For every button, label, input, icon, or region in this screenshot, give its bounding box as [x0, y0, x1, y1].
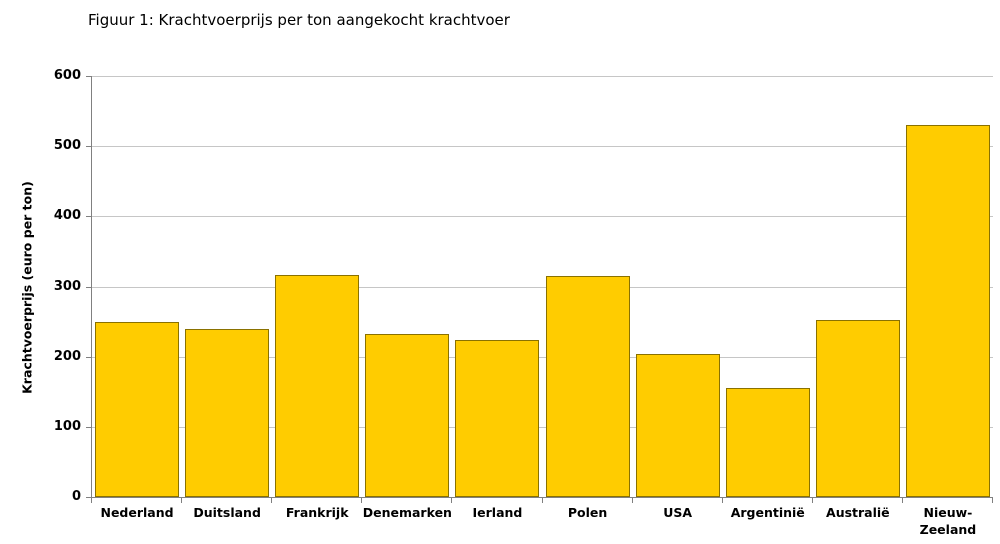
x-tick-label-usa: USA — [663, 505, 693, 520]
gridline-100 — [92, 426, 993, 428]
x-tick-4 — [451, 498, 453, 503]
y-tick-label-200: 200 — [53, 348, 81, 364]
y-tick-label-500: 500 — [53, 138, 81, 154]
x-tick-5 — [541, 498, 543, 503]
x-tick-label-frankrijk: Frankrijk — [285, 505, 349, 520]
bar-argentini- — [725, 388, 810, 497]
gridline-400 — [92, 216, 993, 218]
x-axis-line — [91, 497, 993, 498]
y-axis-line — [91, 76, 92, 497]
gridline-300 — [92, 286, 993, 288]
gridline-500 — [92, 146, 993, 148]
gridline-600 — [92, 76, 993, 77]
y-tick-200 — [86, 356, 91, 358]
x-tick-3 — [361, 498, 363, 503]
x-tick-label-australi-: Australië — [826, 505, 890, 520]
y-tick-300 — [86, 286, 91, 288]
x-tick-1 — [181, 498, 183, 503]
x-tick-label-polen: Polen — [567, 505, 608, 520]
y-tick-label-300: 300 — [53, 278, 81, 294]
x-tick-label-duitsland: Duitsland — [193, 505, 261, 520]
x-tick-0 — [91, 498, 92, 503]
y-tick-0 — [86, 497, 91, 498]
x-tick-9 — [901, 498, 903, 503]
x-tick-7 — [721, 498, 723, 503]
x-tick-2 — [271, 498, 273, 503]
bar-australi- — [815, 320, 900, 497]
bar-denemarken — [365, 333, 450, 497]
bar-frankrijk — [275, 274, 360, 497]
chart-title: Figuur 1: Krachtvoerprijs per ton aangek… — [88, 11, 510, 29]
bar-nieuw-zeeland — [905, 125, 990, 497]
x-tick-label-nieuw-zeeland: Nieuw-Zeeland — [919, 505, 977, 537]
y-tick-label-100: 100 — [53, 418, 81, 434]
x-tick-8 — [811, 498, 813, 503]
y-axis-title: Krachtvoerprijs (euro per ton) — [19, 181, 35, 394]
x-tick-6 — [631, 498, 633, 503]
x-tick-label-denemarken: Denemarken — [362, 505, 452, 520]
x-tick-label-ierland: Ierland — [472, 505, 523, 520]
bar-duitsland — [185, 328, 270, 497]
bar-nederland — [95, 322, 180, 497]
y-tick-600 — [86, 76, 91, 77]
y-tick-100 — [86, 426, 91, 428]
gridline-200 — [92, 356, 993, 358]
y-tick-label-0: 0 — [71, 489, 81, 504]
bar-polen — [545, 275, 630, 497]
x-tick-label-nederland: Nederland — [100, 505, 174, 520]
x-tick-10 — [992, 498, 993, 503]
y-tick-400 — [86, 216, 91, 218]
y-tick-500 — [86, 146, 91, 148]
y-tick-label-600: 600 — [53, 68, 81, 83]
bar-usa — [635, 353, 720, 497]
y-tick-label-400: 400 — [53, 208, 81, 224]
x-tick-label-argentini-: Argentinië — [730, 505, 805, 520]
bar-ierland — [455, 339, 540, 497]
